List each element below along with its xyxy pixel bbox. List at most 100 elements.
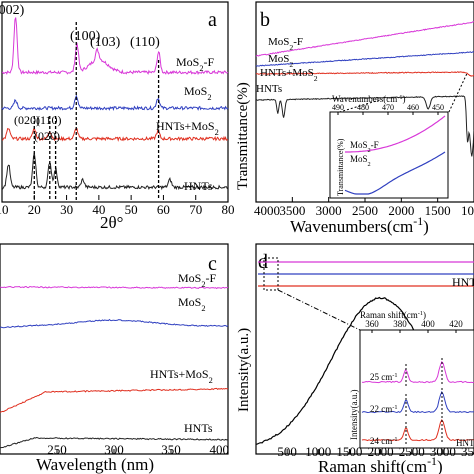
panel-a-xtick-6: 70 [189, 202, 202, 217]
panel-b-inset-xtick-4: 450 [432, 103, 444, 112]
panel-b-xlabel: Wavenumbers(cm-1) [290, 214, 429, 236]
panel-b-series-label-3: HNTs [256, 83, 282, 95]
panel-d-zoom-box [263, 257, 279, 291]
panel-b-inset-xlabel: Wavenumbers(cm-1) [332, 94, 406, 105]
panel-d-inset-xtick-1: 380 [393, 319, 407, 329]
panel-d-inset-series-1 [361, 390, 474, 414]
panel-b-inset-series-1 [344, 151, 446, 195]
panel-d-inset-series-2 [361, 419, 474, 442]
panel-d-xlabel: Raman shift(cm-1) [318, 454, 443, 474]
panel-d-inset-ticks: 360 380 400 420 [365, 319, 463, 333]
panel-c-letter: c [208, 253, 217, 275]
panel-a-xtick-3: 40 [92, 202, 105, 217]
panel-c: c 250 300 350 400 MoS2-F MoS2 HNTs+MoS2 HNTs W… [0, 243, 229, 474]
panel-d-labels: HNT [452, 275, 474, 289]
panel-c-series-2 [0, 387, 229, 413]
panel-b-series-label-0: MoS2-F [268, 36, 303, 52]
panel-d-ylabel: Intensity(a.u.) [236, 328, 252, 412]
panel-c-xtick-1: 300 [104, 442, 124, 457]
panel-d-inset-series-0 [361, 360, 474, 384]
panel-d-inset-xtick-3: 420 [449, 319, 463, 329]
panel-b-inset-frame [329, 111, 449, 199]
panel-a-series-label-3: HNTs [184, 179, 213, 193]
panel-d-inset-labels: 25 cm-1 22 cm-1 24 cm-1 HNT [370, 372, 474, 449]
panel-d-inset-annotation-0: 25 cm-1 [370, 372, 398, 383]
panel-d-zoom-pointer [277, 289, 361, 331]
panel-d-inset-xlabel: Raman shift(cm-1) [360, 310, 426, 321]
panel-c-series-3 [0, 436, 229, 449]
panel-a-xtick-1: 20 [28, 202, 41, 217]
panel-b-inset-series-label-0: MoS2-F [350, 140, 379, 154]
panel-b-ylabel: Transmittance(%) [235, 82, 251, 190]
panel-c-series-label-0: MoS2-F [178, 271, 217, 289]
panel-a-xtick-4: 50 [125, 202, 138, 217]
panel-d-frame [255, 243, 474, 455]
panel-b-inset-series-label-1: MoS2 [350, 154, 371, 168]
panel-a-curves [1, 17, 229, 200]
panel-a-series-1 [1, 94, 229, 111]
panel-b-series-label-2: HNTs+MoS2 [260, 67, 318, 83]
panel-a-peak-label-2: (103) [90, 35, 121, 50]
panel-a-xtick-5: 60 [157, 202, 170, 217]
panel-c-series-label-2: HNTs+MoS2 [150, 367, 213, 385]
panel-a-series-label-1: MoS2 [184, 84, 212, 102]
panel-b-xtick-3: 2500 [352, 203, 378, 218]
panel-a-peak-label-4: (020) [14, 113, 40, 127]
panel-d-series-label-0: HNT [452, 275, 474, 289]
panel-b-inset-xtick-1: 480 [357, 103, 369, 112]
panel-b-inset-ylabel: Transmittance(%) [336, 138, 345, 196]
panel-d: d 500100015002000250030003500 HNT Raman … [236, 243, 474, 474]
panel-a-xtick-0: 10 [0, 202, 9, 217]
panel-d-inset-frame [359, 329, 474, 449]
panel-d-xtick-2: 1500 [336, 444, 362, 459]
panel-c-series-1 [0, 318, 229, 329]
panel-a: a 1020304050607080 (002)(100)(103)(110)(… [0, 1, 235, 232]
panel-c-curves [0, 285, 229, 449]
panel-b-xtick-2: 3000 [316, 203, 342, 218]
panel-b: b 4000350030002500200015001000 MoS2-FMoS… [235, 1, 474, 236]
panel-d-inset: 360 380 400 420 25 cm-1 22 cm-1 24 cm-1 HNT Ra… [349, 310, 474, 449]
panel-b-curves [255, 21, 474, 157]
panel-d-xtick-0: 500 [277, 444, 297, 459]
panel-c-series-label-1: MoS2 [178, 295, 206, 313]
panel-b-xtick-6: 1000 [461, 203, 474, 218]
panel-a-frame [1, 1, 229, 203]
panel-a-series-label-0: MoS2-F [176, 55, 215, 73]
panel-a-peak-label-3: (110) [130, 35, 160, 50]
panel-c-xtick-3: 400 [210, 442, 230, 457]
panel-a-xtick-7: 80 [222, 202, 235, 217]
panel-d-inset-ylabel: Intensity(a.u.) [349, 390, 359, 440]
panel-d-inset-xtick-0: 360 [365, 319, 379, 329]
panel-a-xtick-2: 30 [60, 202, 73, 217]
panel-a-letter: a [208, 9, 217, 31]
panel-a-peak-label-6: (020) [34, 129, 60, 143]
panel-a-peak-label-0: (002) [0, 3, 25, 18]
panel-b-series-0 [255, 21, 474, 57]
panel-d-xtick-1: 1000 [305, 444, 331, 459]
panel-c-ticks: 250 300 350 400 [47, 442, 229, 457]
panel-b-inset-ticks: 490 480 470 460 450 [332, 103, 444, 115]
panel-c-xtick-2: 350 [161, 442, 181, 457]
panel-b-inset-pointer-right [447, 73, 468, 115]
panel-d-inset-series-label-0: HNT [456, 438, 474, 448]
panel-a-labels: (002)(100)(103)(110)(020)(110)(020)MoS2-… [0, 3, 219, 193]
panel-b-inset-curves [344, 115, 446, 195]
panel-a-peak-label-5: (110) [36, 113, 62, 127]
panel-b-series-1 [255, 51, 474, 67]
panel-b-series-3 [255, 95, 474, 157]
panel-d-inset-annotation-2: 24 cm-1 [370, 436, 398, 447]
panel-c-xlabel: Wavelength (nm) [36, 455, 154, 474]
panel-a-series-0 [1, 17, 229, 76]
panel-b-xtick-1: 3500 [279, 203, 305, 218]
panel-b-xtick-4: 2000 [388, 203, 414, 218]
panel-b-xtick-5: 1500 [425, 203, 451, 218]
panel-d-inset-annotation-1: 22 cm-1 [370, 404, 398, 415]
panel-a-series-3 [1, 152, 229, 191]
panel-c-labels: MoS2-F MoS2 HNTs+MoS2 HNTs [150, 271, 217, 435]
panel-d-inset-curves [361, 358, 474, 444]
panel-b-xtick-0: 4000 [254, 203, 280, 218]
panel-a-peak-label-1: (100) [70, 29, 101, 44]
panel-a-xlabel: 2θ° [100, 213, 123, 232]
